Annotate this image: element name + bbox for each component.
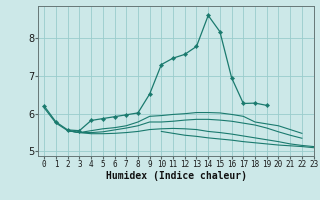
- X-axis label: Humidex (Indice chaleur): Humidex (Indice chaleur): [106, 171, 246, 181]
